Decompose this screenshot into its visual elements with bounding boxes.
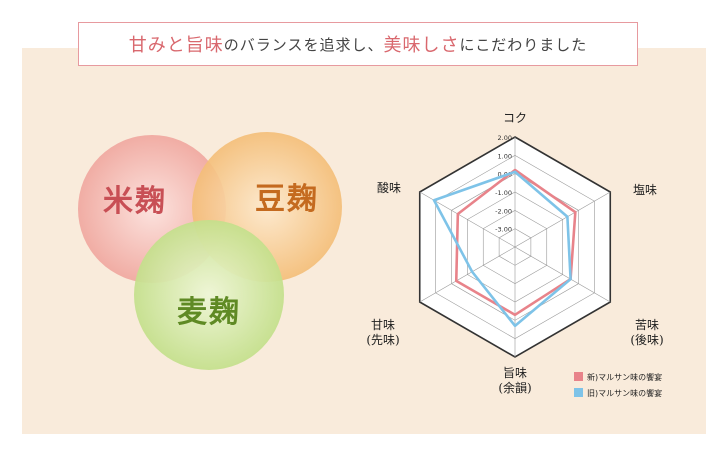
wheat-koji-label: 麦麹 xyxy=(177,295,241,330)
legend-swatch xyxy=(574,388,583,397)
radar-axis-sublabel: (余韻) xyxy=(498,380,531,395)
radar-tick-label: 2.00 xyxy=(498,134,512,142)
legend-label: 旧)マルサン味の饗宴 xyxy=(587,388,662,398)
radar-axis-label: 甘味 xyxy=(371,318,395,332)
headline-part-2: のバランスを追求し、 xyxy=(223,35,384,54)
headline-part-4: にこだわりました xyxy=(459,35,588,54)
radar-chart: 2.001.000.00-1.00-2.00-3.00コク塩味苦味(後味)旨味(… xyxy=(366,111,663,398)
radar-tick-label: 1.00 xyxy=(498,152,512,160)
radar-tick-label: -2.00 xyxy=(495,207,512,215)
headline-banner: 甘みと旨味 のバランスを追求し、 美味しさ にこだわりました xyxy=(78,22,638,66)
radar-spoke xyxy=(514,191,611,248)
wheat-koji-circle: 麦麹 xyxy=(134,220,284,370)
radar-axis-label: 苦味 xyxy=(635,318,659,332)
radar-spoke xyxy=(514,246,611,303)
headline-part-3: 美味しさ xyxy=(383,35,460,56)
radar-axis-label: 酸味 xyxy=(377,180,401,195)
radar-axis-label: 旨味 xyxy=(503,366,527,380)
legend-label: 新)マルサン味の饗宴 xyxy=(587,372,662,382)
bean-koji-label: 豆麹 xyxy=(255,182,319,217)
rice-koji-label: 米麹 xyxy=(103,184,167,219)
legend-swatch xyxy=(574,372,583,381)
radar-axis-label: コク xyxy=(503,111,527,125)
radar-axis-label: 塩味 xyxy=(633,182,657,197)
radar-spoke xyxy=(419,246,516,303)
radar-axis-sublabel: (先味) xyxy=(366,333,399,347)
radar-tick-label: -3.00 xyxy=(495,226,512,234)
headline-part-1: 甘みと旨味 xyxy=(128,35,224,56)
radar-tick-label: -1.00 xyxy=(495,189,512,197)
radar-axis-sublabel: (後味) xyxy=(630,333,663,347)
